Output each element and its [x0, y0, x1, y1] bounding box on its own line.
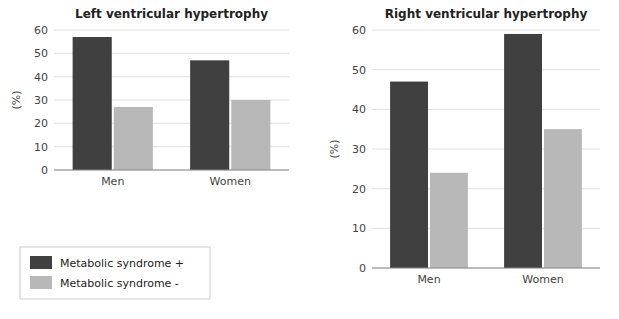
- bars: [73, 37, 271, 170]
- title: Right ventricular hypertrophy: [385, 7, 588, 21]
- bar: [73, 37, 112, 170]
- figure: 0 10 20 30 40 50 60 Men Women Left ventricular hy…: [0, 0, 619, 319]
- bar: [231, 100, 270, 170]
- legend-label: Metabolic syndrome +: [60, 257, 184, 270]
- y-tick-label: 30: [352, 143, 366, 156]
- y-tick-label: 60: [352, 24, 366, 37]
- x-tick-label: Men: [417, 273, 440, 286]
- bar: [544, 129, 582, 268]
- grid-line: [54, 170, 289, 171]
- chart: 0 10 20 30 40 50 60 Men Women Left ventricular hy…: [10, 7, 289, 188]
- bar: [390, 82, 428, 268]
- y-tick-label: 30: [34, 94, 48, 107]
- bar: [190, 60, 229, 170]
- x-tick-label: Men: [101, 175, 124, 188]
- legend-label: Metabolic syndrome -: [60, 277, 179, 290]
- y-tick-label: 0: [359, 262, 366, 275]
- grid-line: [54, 30, 289, 31]
- y-tick-label: 60: [34, 24, 48, 37]
- bars: [390, 34, 582, 268]
- y-tick-label: 10: [352, 222, 366, 235]
- y-tick-label: 0: [41, 164, 48, 177]
- x-axis-line: [372, 268, 600, 269]
- x-tick-label: Women: [522, 273, 563, 286]
- y-tick-label: 50: [34, 47, 48, 60]
- bar: [430, 173, 468, 268]
- legend-frame: [20, 247, 210, 299]
- grid-line: [372, 69, 600, 70]
- bar: [504, 34, 542, 268]
- chart: 0 10 20 30 40 50 60 Men Women Right ventricular h…: [328, 7, 600, 286]
- y-tick-label: 40: [352, 103, 366, 116]
- y-tick-label: 20: [352, 183, 366, 196]
- legend-swatch: [30, 276, 52, 289]
- grid-line: [372, 30, 600, 31]
- x-tick-label: Women: [210, 175, 251, 188]
- legend: Metabolic syndrome + Metabolic syndrome -: [20, 247, 210, 299]
- y-axis-label: (%): [10, 90, 23, 109]
- y-tick-label: 50: [352, 64, 366, 77]
- title: Left ventricular hypertrophy: [75, 7, 268, 21]
- bar: [114, 107, 153, 170]
- grid-line: [372, 268, 600, 269]
- y-tick-label: 10: [34, 141, 48, 154]
- y-tick-label: 20: [34, 117, 48, 130]
- x-axis-line: [54, 170, 289, 171]
- y-axis-label: (%): [328, 139, 341, 158]
- legend-swatch: [30, 256, 52, 269]
- y-tick-label: 40: [34, 71, 48, 84]
